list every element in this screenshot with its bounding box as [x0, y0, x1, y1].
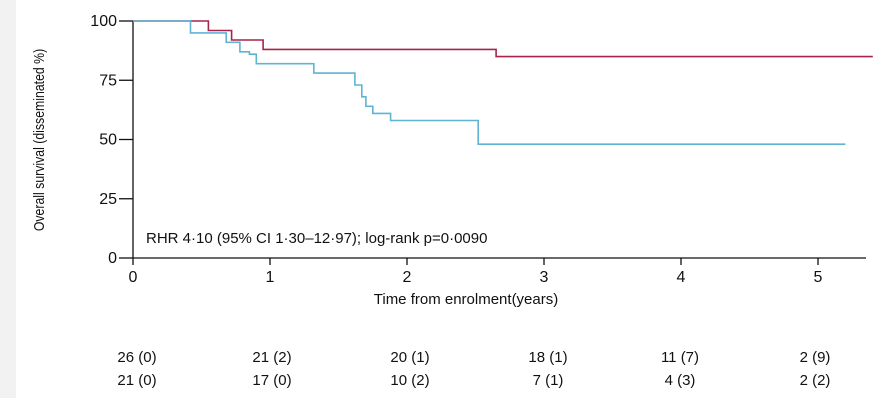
risk-table-cell: 10 (2) [390, 372, 429, 389]
y-tick-label: 0 [108, 250, 117, 267]
survival-curve-2 [133, 20, 846, 145]
y-axis-title: Overall survival (disseminated %) [31, 49, 47, 231]
y-tick-label: 75 [99, 72, 117, 89]
y-tick-label: 50 [99, 132, 117, 149]
risk-table-cell: 11 (7) [661, 349, 699, 366]
x-tick-label: 1 [266, 269, 275, 286]
x-tick-label: 5 [814, 269, 823, 286]
y-ticks: 0 25 50 75 100 [90, 13, 133, 267]
risk-table-cell: 4 (3) [665, 372, 696, 389]
risk-table-cell: 18 (1) [528, 349, 567, 366]
survival-curve-1 [133, 20, 873, 58]
x-tick-label: 2 [403, 269, 412, 286]
risk-table-cell: 26 (0) [117, 349, 156, 366]
series-group [133, 20, 873, 145]
risk-table-cell: 17 (0) [252, 372, 291, 389]
x-tick-label: 0 [129, 269, 138, 286]
x-tick-label: 4 [677, 269, 686, 286]
risk-table-cell: 2 (2) [800, 372, 831, 389]
risk-table-cell: 2 (9) [800, 349, 831, 366]
risk-table-cell: 7 (1) [533, 372, 564, 389]
figure-card [16, 0, 880, 398]
x-ticks: 0 1 2 3 4 5 [129, 258, 823, 286]
risk-table-cell: 21 (0) [117, 372, 156, 389]
risk-table-cell: 20 (1) [390, 349, 429, 366]
risk-table-cell: 21 (2) [252, 349, 291, 366]
risk-table: 26 (0) 21 (2) 20 (1) 18 (1) 11 (7) 2 (9) 21 (0… [117, 349, 830, 389]
x-tick-label: 3 [540, 269, 549, 286]
statistics-annotation: RHR 4·10 (95% CI 1·30–12·97); log-rank p… [146, 230, 487, 247]
y-tick-label: 100 [90, 13, 117, 30]
x-axis-title: Time from enrolment(years) [374, 291, 558, 308]
y-tick-label: 25 [99, 191, 117, 208]
